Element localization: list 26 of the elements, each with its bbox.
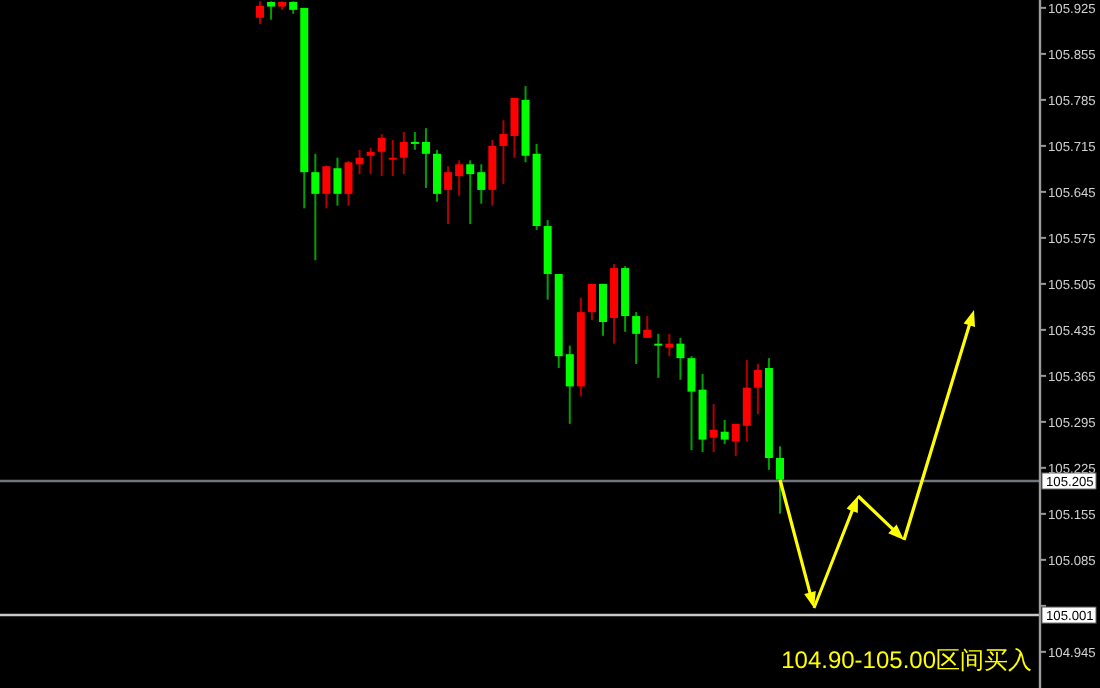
candlestick xyxy=(543,219,552,301)
candlestick xyxy=(377,133,386,178)
candlestick xyxy=(621,265,630,333)
candlestick xyxy=(598,282,607,337)
candlestick xyxy=(676,336,685,381)
candlestick xyxy=(322,164,331,210)
candlestick xyxy=(311,152,320,262)
candlestick xyxy=(433,148,442,203)
candlestick xyxy=(654,332,663,379)
candlestick xyxy=(687,355,696,452)
candlestick xyxy=(333,156,342,207)
candlestick xyxy=(720,418,729,446)
candlestick xyxy=(267,0,276,21)
candlestick xyxy=(643,315,652,339)
candlestick xyxy=(366,146,375,176)
annotation: 104.90-105.00区间买入 xyxy=(781,646,1032,674)
candlestick xyxy=(587,282,596,322)
candlestick xyxy=(753,363,762,415)
candlestick xyxy=(776,445,784,515)
candlestick xyxy=(388,138,397,178)
candlestick xyxy=(632,311,641,366)
candlestick xyxy=(488,138,497,207)
candlestick xyxy=(665,332,674,358)
candlestick xyxy=(709,403,718,454)
candlestick xyxy=(256,0,264,26)
candlestick xyxy=(399,131,408,176)
